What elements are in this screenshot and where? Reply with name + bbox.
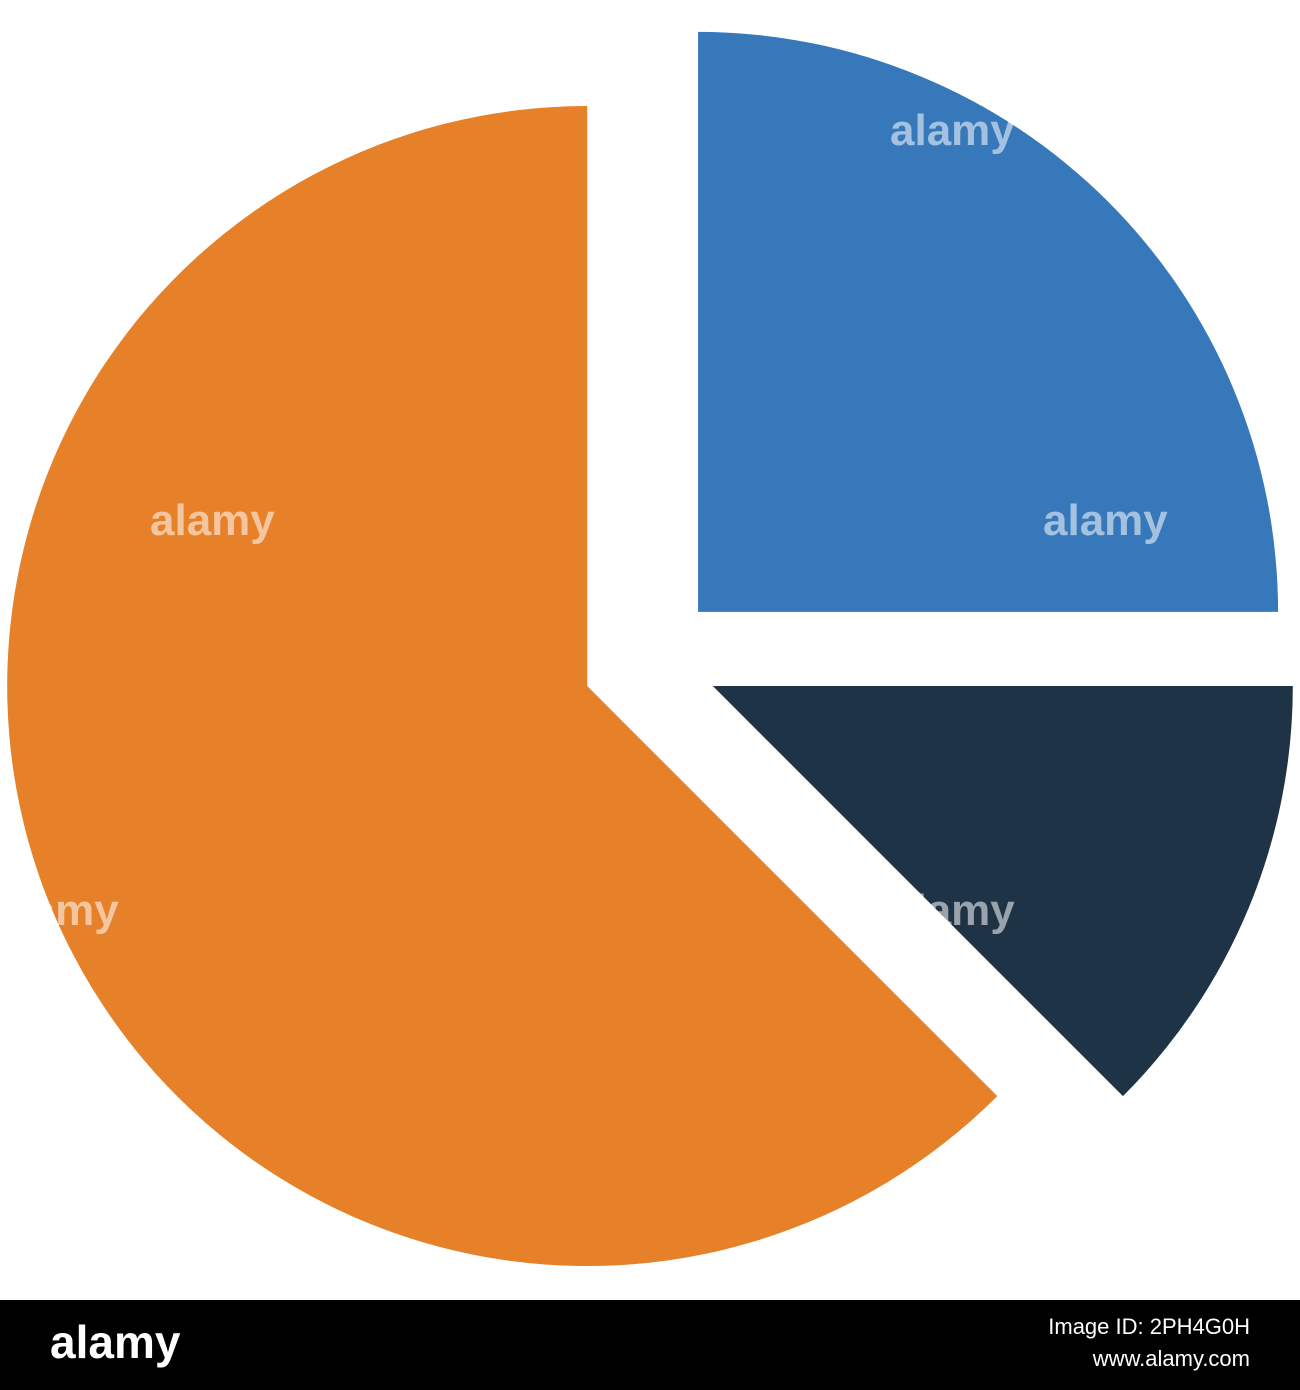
footer-brand: alamy (50, 1316, 181, 1368)
watermark: alamy (0, 886, 119, 935)
watermark: alamy (1043, 496, 1168, 545)
pie (7, 31, 1293, 1267)
footer-bar (0, 1300, 1300, 1390)
footer-image-id: Image ID: 2PH4G0H (1048, 1314, 1250, 1339)
pie-slice (712, 686, 1293, 1097)
watermark: alamy (150, 496, 275, 545)
watermarks: alamy alamy alamy alamy alamy (0, 106, 1168, 935)
pie-slice (7, 106, 998, 1267)
watermark: alamy (890, 106, 1015, 155)
watermark: alamy (890, 886, 1015, 935)
footer-url: www.alamy.com (1092, 1346, 1250, 1371)
pie-slice (698, 31, 1279, 612)
